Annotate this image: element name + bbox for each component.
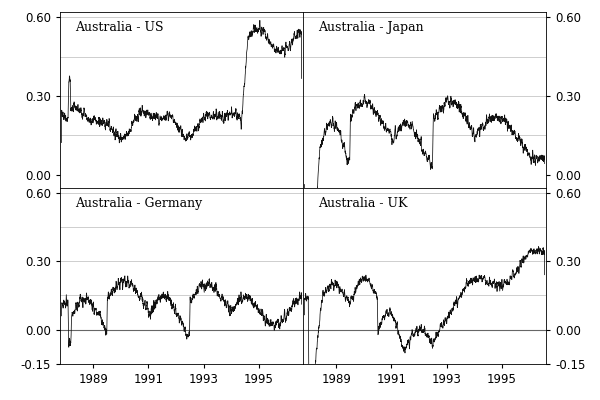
Text: Australia - Japan: Australia - Japan: [317, 21, 423, 34]
Text: Australia - Germany: Australia - Germany: [74, 197, 202, 210]
Text: Australia - US: Australia - US: [74, 21, 163, 34]
Text: Australia - UK: Australia - UK: [317, 197, 407, 210]
